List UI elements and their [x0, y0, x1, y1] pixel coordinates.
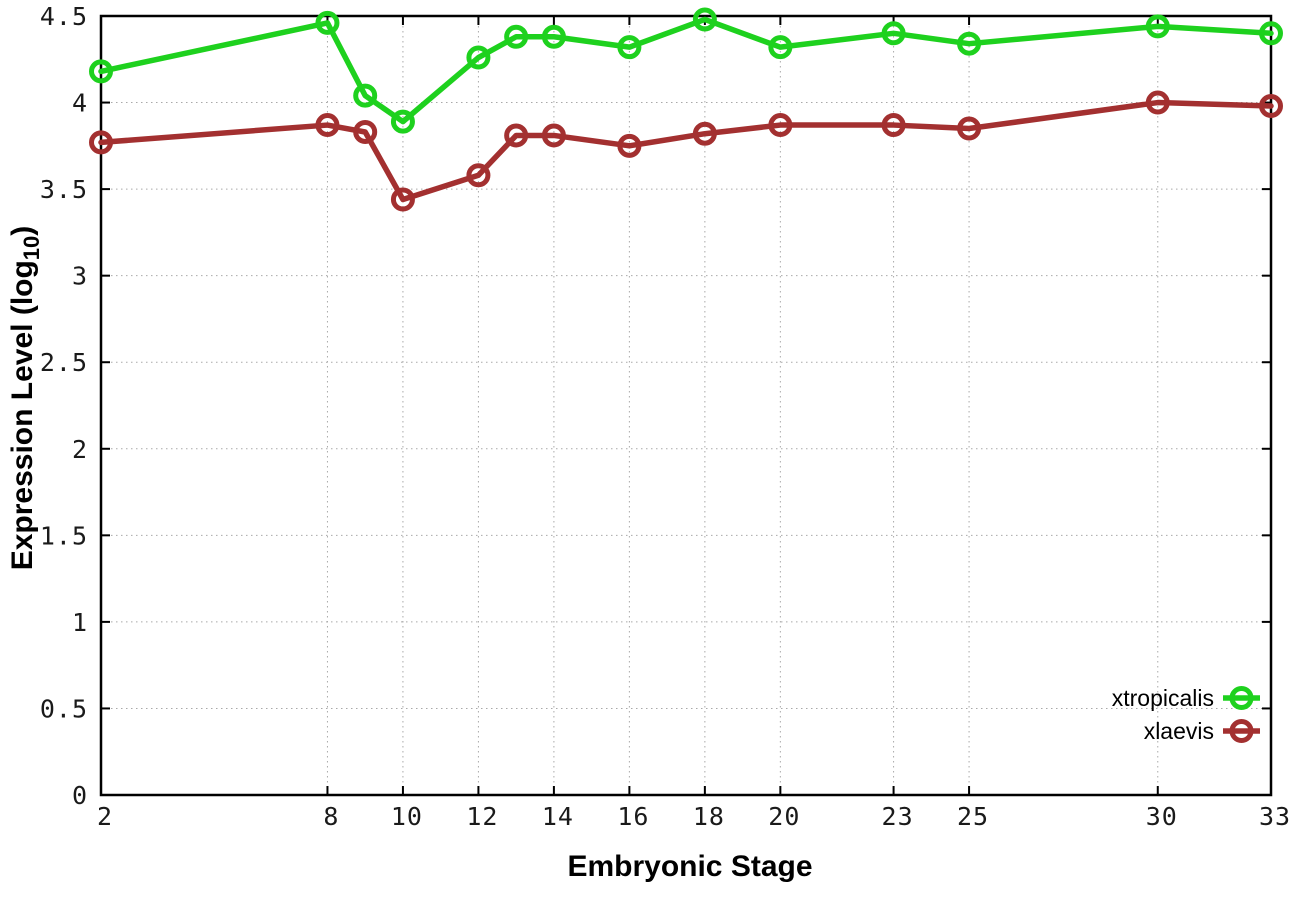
point-xlaevis-stage-18: [692, 121, 717, 146]
point-xtropicalis-stage-25: [957, 31, 982, 56]
point-xlaevis-stage-23: [881, 113, 906, 138]
plot-box-border: [99, 14, 1273, 797]
x-tick-label-12: 12: [466, 802, 498, 831]
legend-marker-xlaevis: [1229, 719, 1254, 743]
point-xtropicalis-stage-2: [89, 59, 113, 84]
y-tick-label-1: 1: [72, 608, 88, 637]
point-xlaevis-stage-9: [353, 119, 378, 144]
x-tick-label-23: 23: [882, 802, 914, 831]
point-xlaevis-stage-12: [466, 163, 491, 188]
y-tick-label-4.5: 4.5: [40, 2, 88, 31]
x-tick-label-33: 33: [1259, 802, 1291, 831]
point-xtropicalis-stage-23: [881, 21, 906, 46]
point-xtropicalis-stage-13: [504, 24, 529, 49]
x-tick-label-20: 20: [768, 802, 800, 831]
series-line-xlaevis: [98, 99, 1274, 203]
x-tick-label-2: 2: [97, 802, 113, 831]
legend: xtropicalis xlaevis: [1112, 685, 1260, 744]
point-xtropicalis-stage-14: [541, 24, 566, 49]
y-tick-label-4: 4: [72, 89, 88, 118]
legend-label-xlaevis: xlaevis: [1144, 718, 1214, 744]
x-tick-label-14: 14: [542, 802, 574, 831]
x-tick-label-8: 8: [323, 802, 339, 831]
point-xtropicalis-stage-18: [692, 7, 717, 32]
point-xlaevis-stage-2: [89, 130, 113, 155]
x-tick-label-10: 10: [391, 802, 423, 831]
x-tick-label-30: 30: [1146, 802, 1178, 831]
y-axis-label: Expression Level (log10): [6, 226, 44, 571]
point-xlaevis-stage-30: [1145, 90, 1170, 115]
point-xtropicalis-stage-8: [315, 10, 340, 35]
point-xtropicalis-stage-12: [466, 45, 491, 70]
point-xtropicalis-stage-33: [1259, 21, 1283, 46]
point-xtropicalis-stage-30: [1145, 14, 1170, 39]
y-tick-label-0.5: 0.5: [40, 694, 88, 723]
y-tick-label-2: 2: [72, 435, 88, 464]
point-xlaevis-stage-13: [504, 123, 529, 148]
point-xlaevis-stage-25: [957, 116, 982, 141]
series-line-xtropicalis: [98, 16, 1274, 125]
gridlines: [100, 15, 1272, 796]
x-tick-label-18: 18: [693, 802, 725, 831]
y-tick-label-3: 3: [72, 262, 88, 291]
point-xtropicalis-stage-10: [390, 109, 415, 134]
axis-tick-labels: 2 8 10 12 14 16 18 20 23 25 30 33 0 0.5 1 1.5 2 2.5 3 3.5 4 4…: [40, 2, 1291, 831]
point-xtropicalis-stage-9: [353, 83, 378, 108]
point-xlaevis-stage-33: [1259, 94, 1283, 119]
y-tick-label-1.5: 1.5: [40, 521, 88, 550]
legend-marker-xtropicalis: [1229, 686, 1254, 710]
axis-ticks: [100, 15, 1272, 796]
plot-border: [99, 14, 1273, 797]
point-xlaevis-stage-10: [390, 187, 415, 212]
point-xlaevis-stage-20: [768, 113, 793, 138]
legend-label-xtropicalis: xtropicalis: [1112, 685, 1214, 711]
point-xtropicalis-stage-16: [617, 35, 642, 60]
point-xlaevis-stage-16: [617, 133, 642, 158]
y-tick-label-2.5: 2.5: [40, 348, 88, 377]
y-tick-label-3.5: 3.5: [40, 175, 88, 204]
point-xlaevis-stage-14: [541, 123, 566, 148]
point-xlaevis-stage-8: [315, 113, 340, 138]
y-tick-label-0: 0: [72, 781, 88, 810]
x-tick-label-25: 25: [957, 802, 989, 831]
data-series: [89, 7, 1283, 212]
point-xtropicalis-stage-20: [768, 35, 793, 60]
x-axis-label: Embryonic Stage: [567, 850, 812, 883]
x-tick-label-16: 16: [617, 802, 649, 831]
